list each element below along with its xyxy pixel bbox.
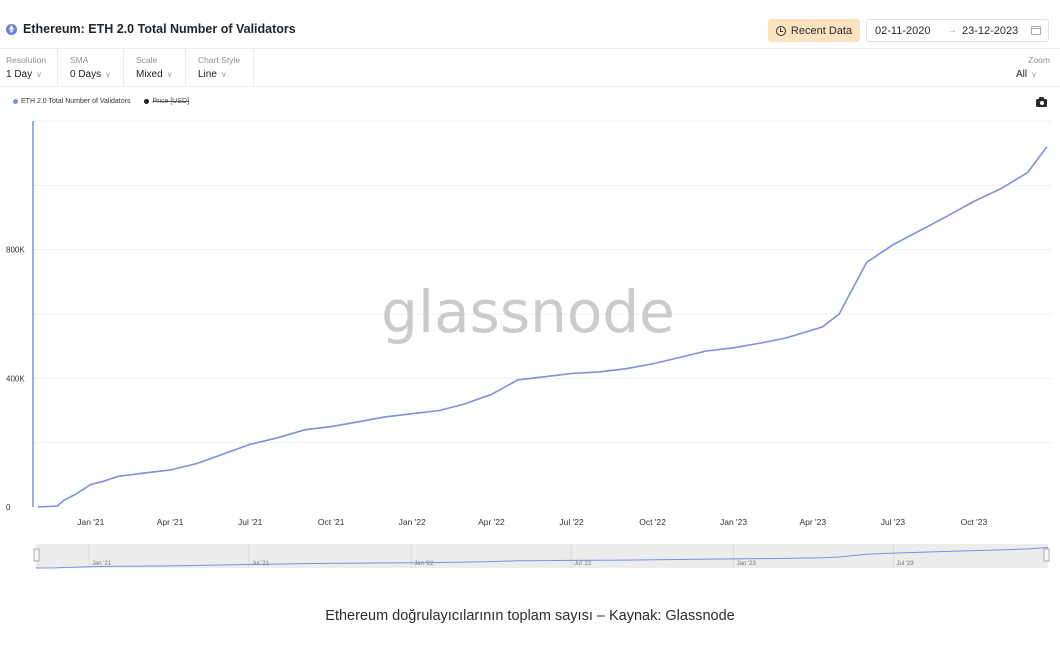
chart-style-value[interactable]: Line ∨ bbox=[198, 69, 227, 80]
navigator-line bbox=[35, 547, 1049, 569]
zoom-label: Zoom bbox=[1028, 55, 1050, 65]
navigator-tick-label: Jan '23 bbox=[737, 561, 757, 567]
date-arrow: → bbox=[947, 25, 957, 36]
recent-data-button[interactable]: Recent Data bbox=[768, 19, 860, 42]
resolution-value[interactable]: 1 Day ∨ bbox=[6, 69, 42, 80]
x-tick-label: Apr '21 bbox=[157, 517, 184, 527]
chart-header: Ethereum: ETH 2.0 Total Number of Valida… bbox=[0, 0, 1060, 49]
figure-caption: Ethereum doğrulayıcılarının toplam sayıs… bbox=[325, 608, 735, 624]
zoom-select[interactable]: Zoom All ∨ bbox=[1016, 49, 1050, 87]
navigator-background[interactable] bbox=[36, 544, 1048, 568]
title-group: Ethereum: ETH 2.0 Total Number of Valida… bbox=[6, 22, 296, 36]
x-tick-label: Jan '23 bbox=[720, 517, 747, 527]
clock-icon bbox=[775, 25, 786, 36]
x-axis-ticks: Jan '21 Apr '21 Jul '21 Oct '21 Jan '22 Apr '… bbox=[77, 517, 987, 527]
x-tick-label: Oct '22 bbox=[639, 517, 666, 527]
x-tick-label: Oct '23 bbox=[961, 517, 988, 527]
date-end[interactable]: 23-12-2023 bbox=[962, 24, 1019, 37]
chevron-down-icon: ∨ bbox=[36, 70, 42, 79]
date-start[interactable]: 02-11-2020 bbox=[875, 24, 931, 37]
range-navigator[interactable]: Jan '21 Jul '21 Jan '22 Jul '22 Jan '23 Jul '… bbox=[0, 540, 1060, 572]
y-tick-label: 0 bbox=[6, 503, 11, 512]
grid-lines bbox=[33, 120, 1052, 444]
watermark: glassnode bbox=[381, 278, 675, 346]
x-tick-label: Jul '21 bbox=[238, 517, 263, 527]
y-tick-label: 400K bbox=[6, 374, 25, 383]
navigator-tick-label: Jan '21 bbox=[92, 561, 112, 567]
calendar-icon[interactable] bbox=[1031, 26, 1041, 35]
x-tick-label: Jul '23 bbox=[881, 517, 906, 527]
navigator-tick-label: Jan '22 bbox=[414, 561, 434, 567]
legend-dot bbox=[144, 99, 150, 104]
page-title: Ethereum: ETH 2.0 Total Number of Valida… bbox=[23, 22, 296, 36]
resolution-label: Resolution bbox=[6, 55, 47, 65]
validators-line-chart: glassnode 0 400K 800K Jan '21 Apr '21 Jul '2… bbox=[6, 120, 1052, 527]
navigator-handle-right[interactable] bbox=[1043, 548, 1050, 562]
y-tick-label: 800K bbox=[6, 246, 25, 255]
chevron-down-icon: ∨ bbox=[105, 70, 111, 79]
series-line-validators bbox=[37, 146, 1048, 508]
legend-dot bbox=[13, 99, 18, 104]
date-range-picker[interactable]: 02-11-2020 → 23-12-2023 bbox=[866, 19, 1049, 42]
x-tick-label: Apr '22 bbox=[478, 517, 505, 527]
scale-select[interactable]: Scale Mixed ∨ bbox=[130, 49, 186, 87]
zoom-value[interactable]: All ∨ bbox=[1016, 69, 1037, 80]
chart-toolbar: Resolution 1 Day ∨ SMA 0 Days ∨ Scale Mixe… bbox=[0, 49, 1060, 87]
x-tick-label: Jan '21 bbox=[77, 517, 104, 527]
recent-data-label: Recent Data bbox=[790, 24, 853, 37]
camera-icon[interactable] bbox=[1036, 97, 1047, 107]
scale-value[interactable]: Mixed ∨ bbox=[136, 69, 173, 80]
navigator-handle-left[interactable] bbox=[33, 548, 40, 562]
x-tick-label: Jan '22 bbox=[399, 517, 426, 527]
y-axis-ticks: 0 400K 800K bbox=[6, 246, 25, 512]
chevron-down-icon: ∨ bbox=[220, 70, 227, 79]
chart-style-select[interactable]: Chart Style Line ∨ bbox=[192, 49, 254, 87]
navigator-tick-label: Jul '23 bbox=[896, 561, 914, 567]
navigator-tick-label: Jul '22 bbox=[574, 561, 592, 567]
sma-value[interactable]: 0 Days ∨ bbox=[70, 69, 111, 80]
chevron-down-icon: ∨ bbox=[166, 70, 173, 79]
sma-select[interactable]: SMA 0 Days ∨ bbox=[64, 49, 124, 87]
sma-label: SMA bbox=[70, 55, 89, 65]
x-tick-label: Jul '22 bbox=[559, 517, 584, 527]
chart-style-label: Chart Style bbox=[198, 55, 241, 65]
ethereum-icon bbox=[6, 23, 17, 35]
scale-label: Scale bbox=[136, 55, 158, 65]
chart-legend: ETH 2.0 Total Number of Validators Price… bbox=[13, 98, 189, 105]
legend-item-price[interactable]: Price [USD] bbox=[144, 98, 189, 105]
legend-item-validators[interactable]: ETH 2.0 Total Number of Validators bbox=[13, 98, 130, 105]
legend-label: Price [USD] bbox=[152, 98, 190, 105]
x-tick-label: Oct '21 bbox=[318, 517, 345, 527]
legend-label: ETH 2.0 Total Number of Validators bbox=[21, 98, 131, 105]
x-tick-label: Apr '23 bbox=[799, 517, 826, 527]
resolution-select[interactable]: Resolution 1 Day ∨ bbox=[0, 49, 58, 87]
chevron-down-icon: ∨ bbox=[1031, 70, 1037, 79]
